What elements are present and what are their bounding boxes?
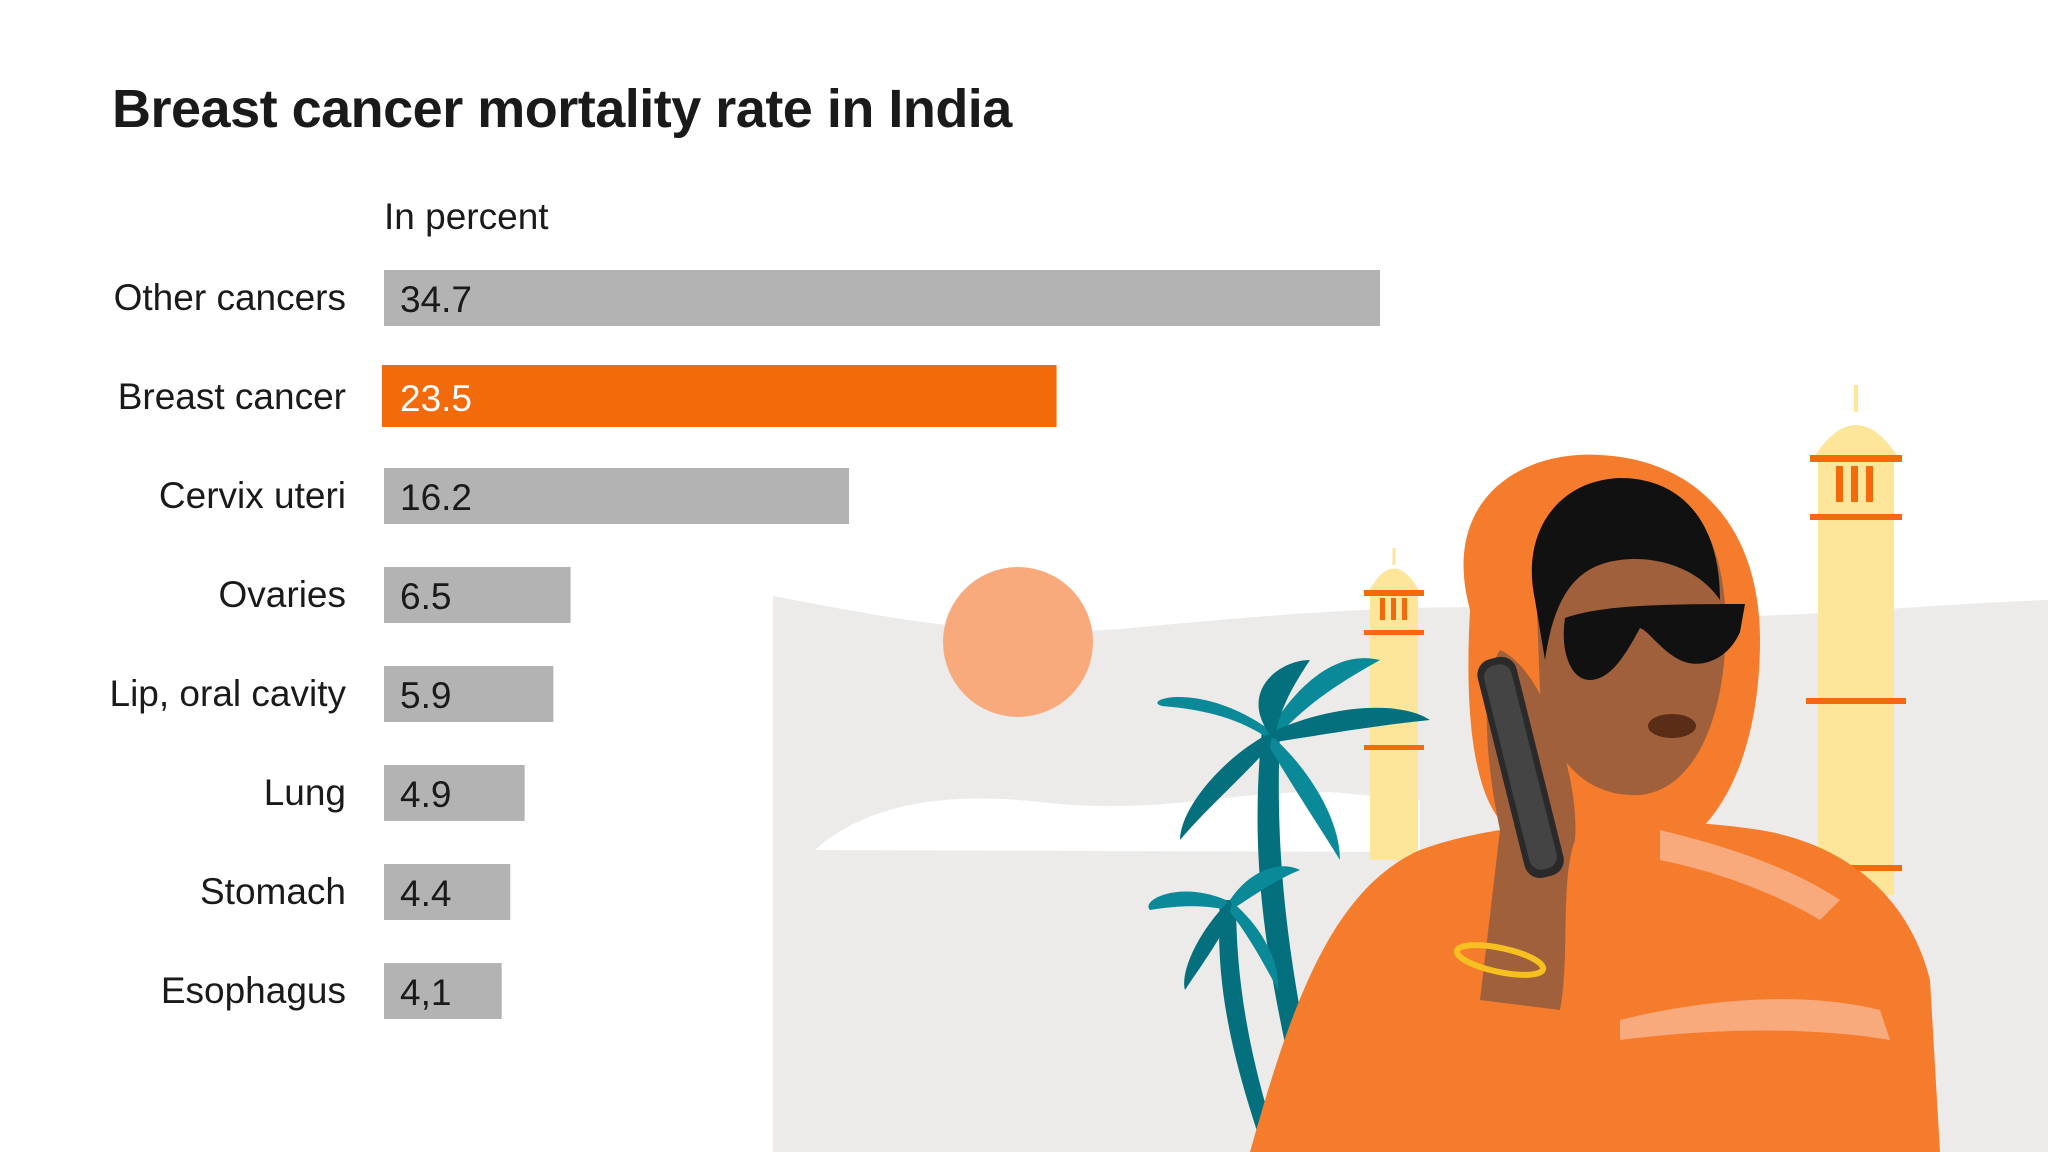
value-label: 6.5 [400, 576, 451, 617]
minaret-icon [1806, 385, 1906, 895]
bar-esophagus [384, 963, 502, 1019]
category-label: Other cancers [114, 277, 346, 318]
value-label: 4.4 [400, 873, 451, 914]
category-label: Stomach [200, 871, 346, 912]
value-label: 34.7 [400, 279, 472, 320]
value-label: 23.5 [400, 378, 472, 419]
value-label: 5.9 [400, 675, 451, 716]
bar-cervix-uteri [384, 468, 849, 524]
bar-lung [384, 765, 525, 821]
value-label: 4,1 [400, 972, 451, 1013]
value-label: 4.9 [400, 774, 451, 815]
value-label: 16.2 [400, 477, 472, 518]
category-label: Ovaries [219, 574, 346, 615]
bar-other-cancers [384, 270, 1380, 326]
bar-ovaries [384, 567, 571, 623]
bar-lip-oral-cavity [384, 666, 554, 722]
bar-stomach [384, 864, 511, 920]
category-label: Esophagus [161, 970, 346, 1011]
category-label: Lip, oral cavity [110, 673, 347, 714]
chart-title: Breast cancer mortality rate in India [112, 79, 1012, 139]
woman-on-phone-icon [1250, 454, 1940, 1152]
bar-breast-cancer [382, 365, 1057, 427]
unit-label: In percent [384, 196, 549, 237]
category-label: Breast cancer [118, 376, 346, 417]
category-label: Cervix uteri [159, 475, 346, 516]
palm-tree-icon [1148, 658, 1430, 1140]
category-label: Lung [264, 772, 346, 813]
sun-icon [943, 567, 1093, 717]
